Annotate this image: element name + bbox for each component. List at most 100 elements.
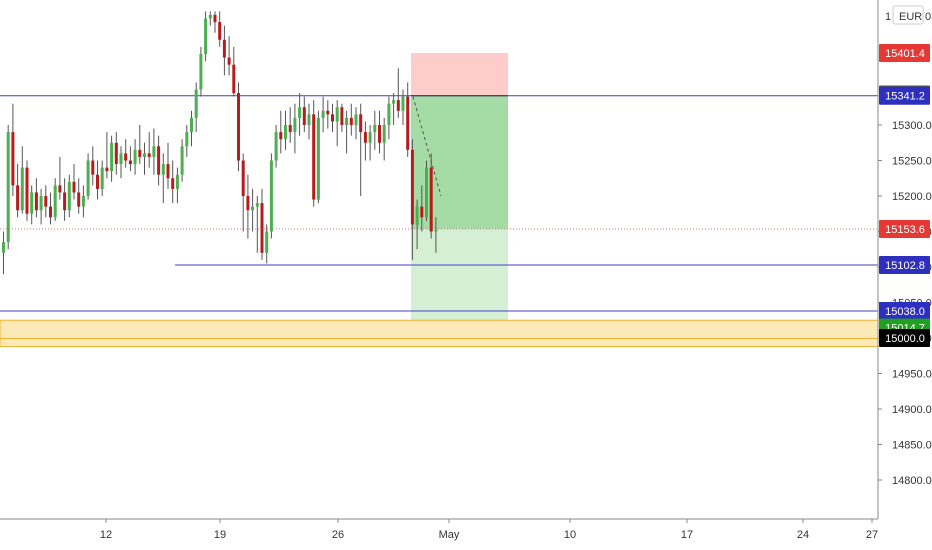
candle-body: [232, 64, 236, 94]
candle: [255, 196, 259, 253]
candle: [6, 125, 10, 250]
projection-path: [412, 96, 442, 197]
candle-body: [420, 206, 424, 218]
candle: [378, 110, 381, 154]
candle-body: [237, 93, 240, 161]
price-tag-label: 15401.4: [885, 48, 925, 60]
candle-body: [119, 153, 123, 165]
candle: [406, 82, 410, 157]
price-tick-label: 14950.0: [892, 369, 932, 381]
price-tag: 15038.0: [879, 302, 930, 321]
candle: [67, 174, 71, 218]
candle-body: [302, 107, 306, 125]
currency-selector[interactable]: 1 EUR 0: [885, 5, 931, 25]
time-tick-label: 24: [797, 529, 809, 541]
candle-body: [133, 149, 137, 165]
candle-body: [396, 100, 400, 111]
candle-body: [373, 125, 377, 133]
candle-body: [246, 196, 250, 211]
candle-body: [161, 164, 165, 175]
candle: [321, 96, 325, 133]
candle: [232, 46, 236, 97]
candle-body: [91, 160, 95, 175]
candle-body: [147, 153, 151, 157]
time-tick-label: 26: [332, 529, 344, 541]
candle-body: [410, 149, 414, 225]
candle-body: [265, 231, 269, 253]
price-tag: 15102.8: [879, 256, 930, 275]
time-tick-label: May: [439, 529, 460, 541]
candle-body: [382, 125, 386, 143]
candle-body: [227, 57, 231, 65]
currency-tail: 0: [925, 11, 931, 23]
candle: [91, 146, 95, 186]
candle: [265, 224, 269, 264]
candle-body: [345, 117, 349, 125]
candle: [382, 117, 386, 161]
candle: [124, 139, 128, 168]
candle: [326, 100, 330, 129]
candle: [251, 188, 255, 232]
candle-body: [298, 107, 302, 118]
candle: [63, 178, 67, 221]
candle: [44, 185, 48, 218]
candle: [415, 199, 419, 250]
candle-body: [251, 206, 255, 211]
candle: [227, 36, 231, 76]
currency-label: EUR: [899, 11, 922, 23]
candle-body: [53, 185, 57, 218]
candle-body: [25, 167, 29, 214]
candle: [175, 167, 179, 204]
candle-body: [20, 167, 24, 211]
price-tag-label: 15341.2: [885, 91, 925, 103]
candle-body: [241, 160, 245, 196]
candle-body: [96, 174, 99, 189]
candle-body: [368, 132, 372, 143]
candle: [420, 185, 424, 232]
candle: [128, 146, 132, 172]
time-tick-label: 10: [564, 529, 576, 541]
candle-body: [110, 142, 114, 172]
candle: [199, 46, 203, 97]
candle-body: [190, 117, 193, 133]
candle-body: [340, 107, 344, 125]
candle-body: [30, 192, 34, 214]
candle: [143, 142, 146, 175]
price-tag-box: [879, 219, 930, 238]
candle: [147, 132, 151, 168]
candle-body: [81, 196, 85, 207]
candle-body: [378, 125, 381, 143]
price-tag: 15341.2: [879, 86, 930, 105]
candle: [274, 125, 278, 168]
candle-body: [363, 132, 367, 143]
candle-body: [2, 242, 5, 253]
candle-body: [49, 206, 52, 218]
candle: [86, 153, 90, 200]
candle: [72, 164, 76, 200]
candle: [138, 125, 142, 165]
time-tick-label: 17: [681, 529, 693, 541]
candle-body: [6, 132, 10, 243]
candle: [335, 100, 339, 147]
candle: [77, 178, 81, 214]
candle-body: [171, 178, 175, 189]
candle-body: [58, 185, 62, 193]
time-tick-label: 27: [866, 529, 878, 541]
candle-body: [406, 96, 410, 150]
candle: [53, 178, 57, 221]
candle: [349, 103, 353, 136]
price-tag-label: 15038.0: [885, 306, 925, 318]
candle: [152, 128, 156, 175]
candle-body: [199, 54, 203, 90]
candle: [401, 89, 405, 125]
candle-body: [77, 192, 81, 207]
candle: [368, 125, 372, 161]
candle-body: [86, 160, 90, 196]
candle: [105, 132, 109, 179]
price-tick-label: 15200.0: [892, 191, 932, 203]
candle: [58, 156, 62, 200]
candle-body: [307, 114, 311, 125]
profit-zone-remaining: [411, 228, 508, 328]
candle-body: [34, 192, 38, 211]
